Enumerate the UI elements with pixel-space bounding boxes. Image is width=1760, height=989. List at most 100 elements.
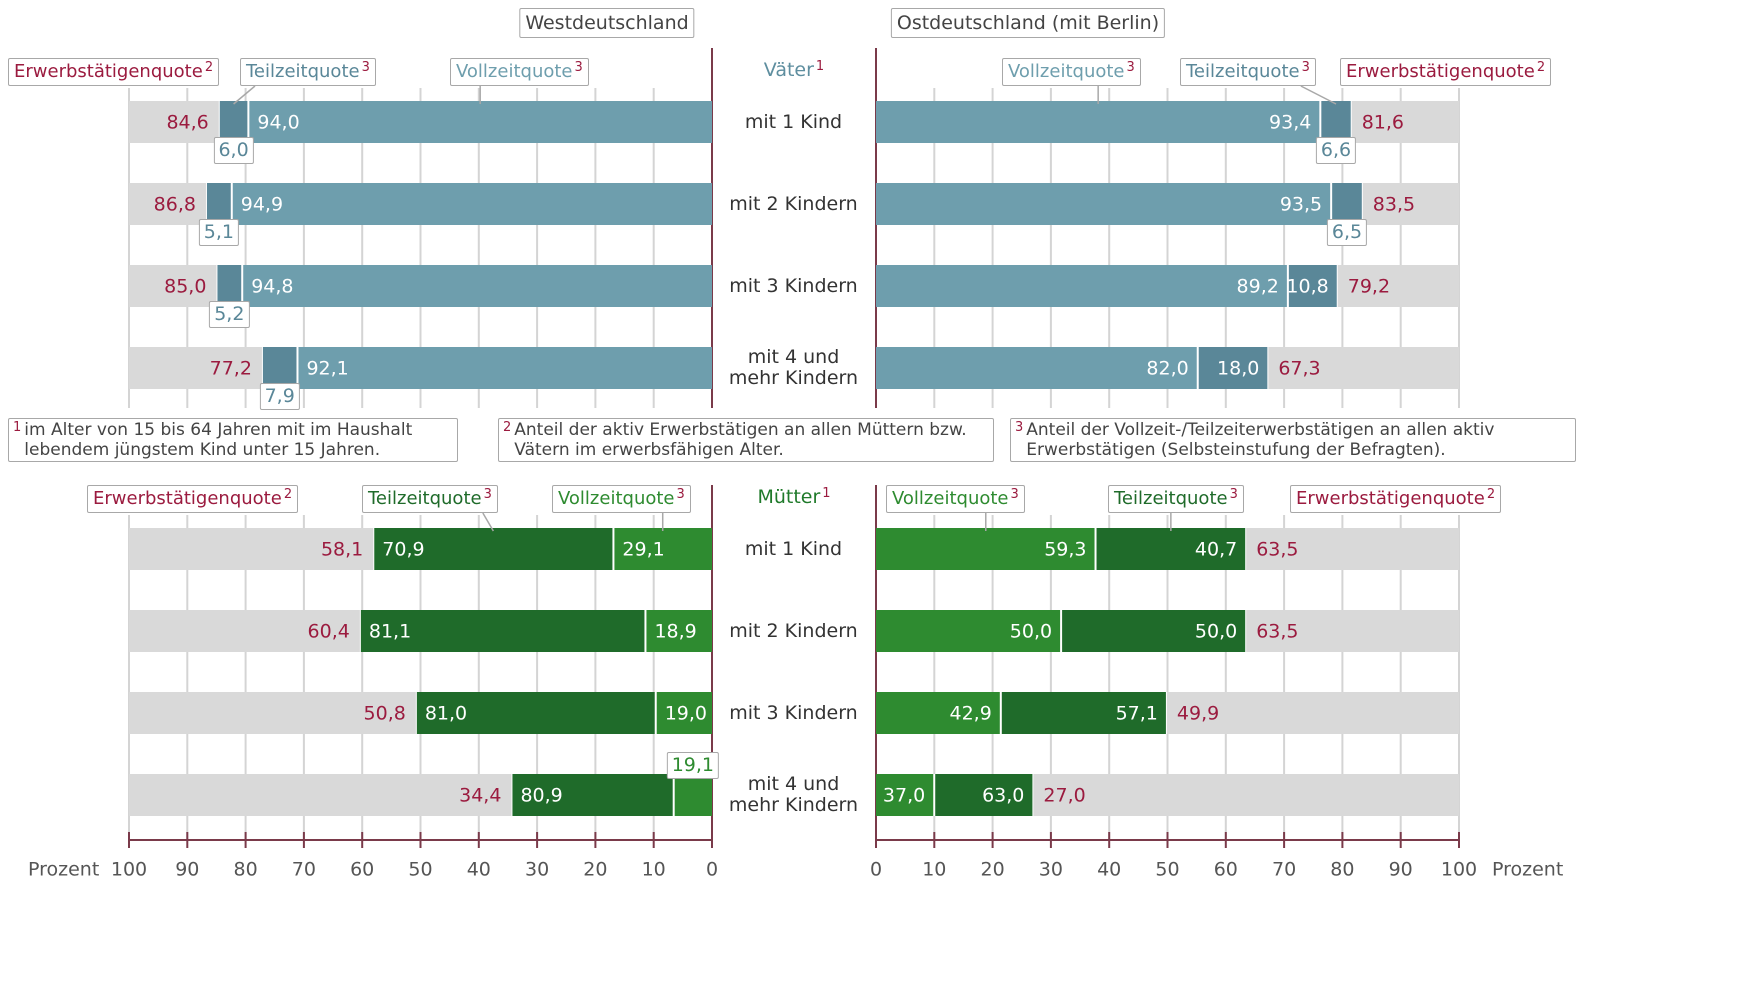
legend-name: Vollzeitquote [558,488,675,509]
fulltime-segment [249,101,713,143]
footnote-text: im Alter von 15 bis 64 Jahren mit im Hau… [24,420,413,460]
value-box: 5,1 [198,219,239,246]
legend-entry: Vollzeitquote 3 [552,485,691,513]
legend-name: Vollzeitquote [892,488,1009,509]
x-tick-label: 70 [292,859,316,881]
legend-name: Erwerbstätigenquote [14,61,203,82]
value-box: 6,0 [213,137,254,164]
x-tick-label: 20 [583,859,607,881]
legend-name: Teilzeitquote [368,488,482,509]
x-tick-label: 100 [1441,859,1477,881]
legend-note: 3 [1301,60,1310,75]
value-label: 29,1 [622,539,664,561]
x-tick-label: 100 [111,859,147,881]
value-label: 94,9 [241,194,283,216]
panel-title: Westdeutschland [519,8,695,38]
footnote-marker: 1 [13,420,22,435]
panel-title: Ostdeutschland (mit Berlin) [890,8,1166,38]
group-title: Väter 1 [714,59,874,81]
value-box: 5,2 [209,301,250,328]
category-label: mit 1 Kind [744,537,843,560]
legend-entry: Erwerbstätigenquote 2 [8,58,220,86]
x-tick-label: 90 [1389,859,1413,881]
value-label: 27,0 [1043,785,1085,807]
group-note: 1 [815,59,825,74]
value-label: 92,1 [306,358,348,380]
parttime-segment [935,774,1033,816]
legend-note: 3 [483,487,492,502]
value-label: 79,2 [1348,276,1390,298]
fulltime-segment [674,774,712,816]
footnote-marker: 3 [1015,420,1024,435]
legend-name: Vollzeitquote [1008,61,1125,82]
group-name: Mütter [757,486,821,508]
x-tick-label: 80 [234,859,258,881]
legend-note: 3 [1126,60,1135,75]
x-tick-label: 90 [175,859,199,881]
value-label: 93,5 [1280,194,1322,216]
value-label: 40,7 [1195,539,1237,561]
value-label: 83,5 [1373,194,1415,216]
parttime-segment [1332,183,1362,225]
value-label: 63,5 [1256,621,1298,643]
footnote: 1 im Alter von 15 bis 64 Jahren mit im Ha… [8,418,458,462]
legend-entry: Vollzeitquote 3 [886,485,1025,513]
fulltime-segment [876,183,1331,225]
x-tick-label: 10 [642,859,666,881]
category-label: mit 4 und mehr Kindern [728,773,859,816]
parttime-segment [360,610,645,652]
x-tick-label: 20 [981,859,1005,881]
legend-entry: Vollzeitquote 3 [1002,58,1141,86]
parttime-segment [217,265,242,307]
x-tick-label: 50 [408,859,432,881]
value-label: 67,3 [1278,358,1320,380]
category-label: mit 4 und mehr Kindern [728,346,859,389]
value-label: 85,0 [164,276,206,298]
value-label: 37,0 [883,785,925,807]
value-label: 60,4 [308,621,350,643]
value-label: 94,0 [257,112,299,134]
parttime-segment [416,692,655,734]
parttime-segment [219,101,248,143]
x-tick-label: 30 [525,859,549,881]
value-label: 77,2 [210,358,252,380]
parttime-segment [1062,610,1246,652]
fulltime-segment [876,528,1095,570]
legend-pointer [1300,85,1337,105]
legend-entry: Erwerbstätigenquote 2 [1340,58,1552,86]
category-label: mit 3 Kindern [729,701,858,724]
value-label: 89,2 [1237,276,1279,298]
value-label: 63,0 [982,785,1024,807]
legend-note: 3 [1229,487,1238,502]
value-label: 63,5 [1256,539,1298,561]
group-title: Mütter 1 [714,486,874,508]
value-box: 7,9 [259,383,300,410]
x-tick-label: 0 [870,859,882,881]
category-label: mit 2 Kindern [729,192,858,215]
legend-name: Vollzeitquote [456,61,573,82]
parttime-segment [1198,347,1268,389]
x-tick-label: 60 [1214,859,1238,881]
x-tick-label: 30 [1039,859,1063,881]
legend-name: Teilzeitquote [1114,488,1228,509]
legend-note: 2 [1486,487,1496,502]
legend-note: 3 [1010,487,1019,502]
footnote: 2 Anteil der aktiv Erwerbstätigen an alle… [498,418,994,462]
value-label: 59,3 [1044,539,1086,561]
category-label: mit 3 Kindern [729,274,858,297]
x-axis-label: Prozent [1492,859,1563,881]
legend-note: 3 [676,487,685,502]
fulltime-segment [876,101,1320,143]
fulltime-segment [232,183,713,225]
legend-name: Teilzeitquote [1186,61,1300,82]
fulltime-segment [876,347,1197,389]
x-tick-label: 40 [467,859,491,881]
fulltime-segment [876,610,1061,652]
legend-entry: Teilzeitquote 3 [240,58,376,86]
value-label: 81,1 [369,621,411,643]
value-label: 50,0 [1010,621,1052,643]
value-label: 19,0 [665,703,707,725]
category-label: mit 1 Kind [744,110,843,133]
